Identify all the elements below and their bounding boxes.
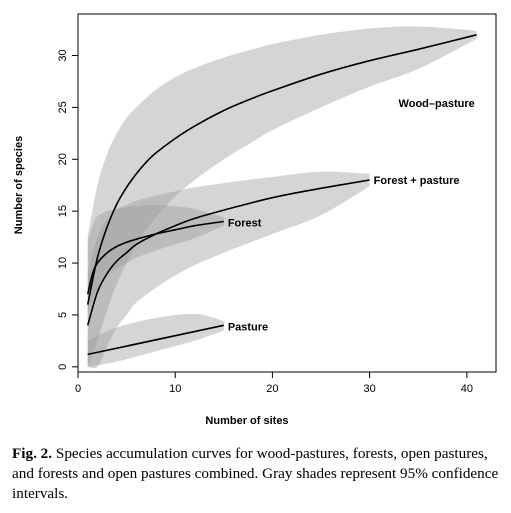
series-label-pasture: Pasture — [228, 321, 268, 333]
ci-band-forest-pasture — [87, 171, 370, 369]
caption-fig-label: Fig. 2. — [12, 445, 53, 462]
curves — [86, 34, 477, 356]
x-tick-label: 0 — [75, 383, 81, 395]
plot-frame — [77, 13, 497, 373]
curve-pasture — [87, 324, 224, 356]
confidence-intervals — [87, 26, 477, 369]
y-axis-label: Number of species — [13, 136, 25, 234]
species-accumulation-chart: 0 10 20 30 40 0 5 10 15 20 25 30 Number of sites Numb… — [13, 13, 497, 427]
x-tick-label: 30 — [364, 383, 376, 395]
x-axis-label: Number of sites — [205, 415, 288, 427]
series-label-forest: Forest — [228, 218, 262, 230]
y-tick-label: 20 — [57, 153, 69, 165]
ci-band-wood-pasture — [87, 26, 477, 367]
series-labels: Wood–pasture Forest + pasture Forest Pastur… — [228, 98, 475, 334]
y-tick-label: 30 — [57, 49, 69, 61]
series-label-forest-pasture: Forest + pasture — [374, 175, 460, 187]
axes: 0 10 20 30 40 0 5 10 15 20 25 30 Number of sites Numb… — [13, 13, 497, 427]
x-tick-label: 20 — [266, 383, 278, 395]
series-label-wood-pasture: Wood–pasture — [399, 98, 475, 110]
y-tick-label: 10 — [57, 257, 69, 269]
y-tick-label: 15 — [57, 205, 69, 217]
ci-band-forest — [87, 204, 224, 315]
y-tick-label: 5 — [57, 312, 69, 318]
curve-wood-pasture — [86, 34, 477, 305]
figure-caption: Fig. 2. Species accumulation curves for … — [12, 444, 502, 504]
x-tick-label: 10 — [169, 383, 181, 395]
x-tick-label: 40 — [461, 383, 473, 395]
curve-forest — [86, 220, 224, 295]
y-tick-label: 0 — [57, 364, 69, 370]
y-tick-label: 25 — [57, 101, 69, 113]
caption-text: Species accumulation curves for wood-pas… — [12, 445, 499, 502]
